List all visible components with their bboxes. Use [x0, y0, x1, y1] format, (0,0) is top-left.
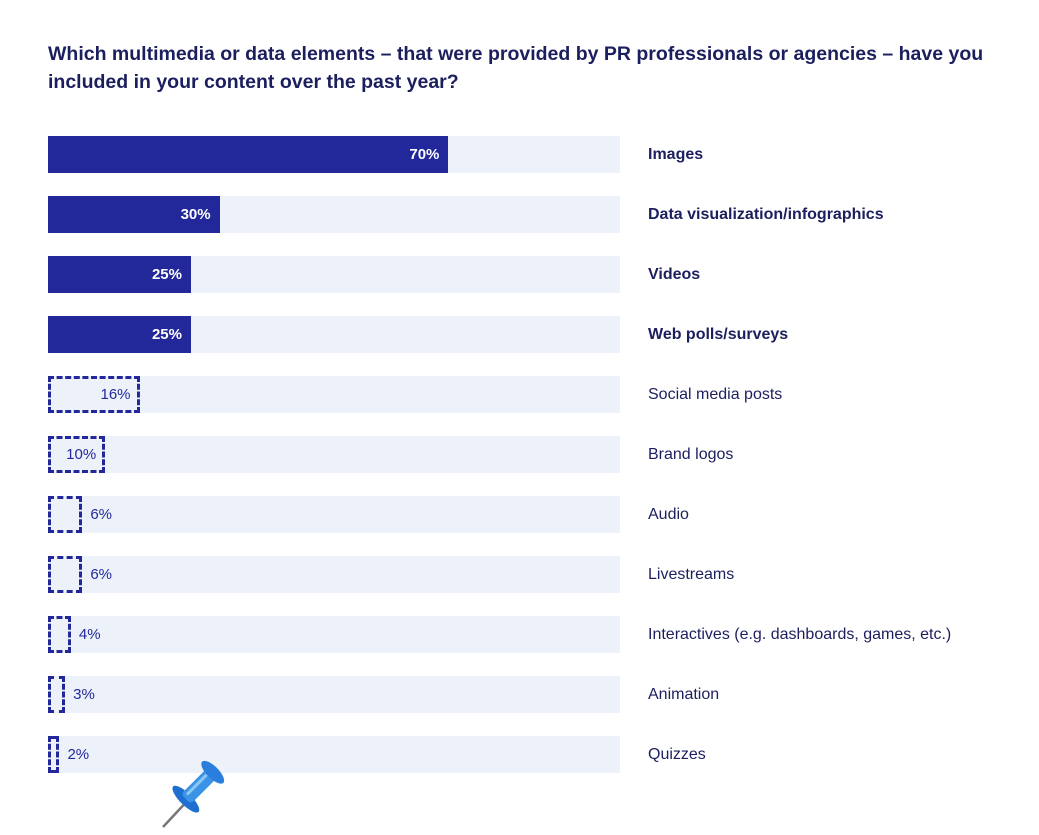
value-label: 25% — [151, 266, 182, 283]
bar — [48, 316, 191, 353]
category-label: Animation — [648, 686, 720, 703]
bar-row: 10% Brand logos — [48, 436, 1008, 473]
category-label: Brand logos — [648, 446, 734, 463]
bar — [48, 436, 106, 473]
value-label: 10% — [66, 446, 97, 463]
bar-row: 25% Videos — [48, 256, 1008, 293]
category-label: Web polls/surveys — [648, 326, 789, 343]
bar — [48, 496, 83, 533]
bar-row: 2% Quizzes — [48, 736, 1008, 773]
bar — [48, 196, 220, 233]
bar — [48, 256, 191, 293]
bar-row: 3% Animation — [48, 676, 1008, 713]
value-label: 6% — [90, 566, 112, 583]
bar-row: 4% Interactives (e.g. dashboards, games, … — [48, 616, 1008, 653]
pushpin-icon — [162, 760, 225, 828]
value-label: 4% — [78, 626, 101, 643]
bar-track — [48, 496, 620, 533]
bar-row: 6% Livestreams — [48, 556, 1008, 593]
bar — [48, 676, 66, 713]
bar-row: 70% Images — [48, 136, 1008, 173]
bar-track — [48, 736, 620, 773]
value-label: 2% — [67, 746, 90, 763]
value-label: 70% — [409, 146, 440, 163]
value-label: 16% — [100, 386, 131, 403]
value-label: 30% — [180, 206, 211, 223]
bar — [48, 136, 449, 173]
bar-row: 6% Audio — [48, 496, 1008, 533]
bar-track — [48, 676, 620, 713]
bar — [48, 616, 71, 653]
bar — [48, 736, 60, 773]
bar-track — [48, 436, 620, 473]
category-label: Social media posts — [648, 386, 783, 403]
category-label: Videos — [648, 266, 701, 283]
bar — [48, 376, 140, 413]
value-label: 25% — [151, 326, 182, 343]
bar — [48, 556, 83, 593]
category-label: Images — [648, 146, 704, 163]
category-label: Data visualization/infographics — [648, 206, 884, 223]
bar-row: 16% Social media posts — [48, 376, 1008, 413]
chart-title: Which multimedia or data elements – that… — [48, 43, 984, 93]
value-label: 3% — [73, 686, 95, 703]
category-label: Quizzes — [648, 746, 706, 763]
bar-track — [48, 376, 620, 413]
bar-track — [48, 556, 620, 593]
bar-row: 25% Web polls/surveys — [48, 316, 1008, 353]
category-label: Interactives (e.g. dashboards, games, et… — [648, 626, 952, 643]
bar-row: 30% Data visualization/infographics — [48, 196, 1008, 233]
bar-track — [48, 616, 620, 653]
value-label: 6% — [90, 506, 112, 523]
category-label: Audio — [648, 506, 689, 523]
category-label: Livestreams — [648, 566, 735, 583]
